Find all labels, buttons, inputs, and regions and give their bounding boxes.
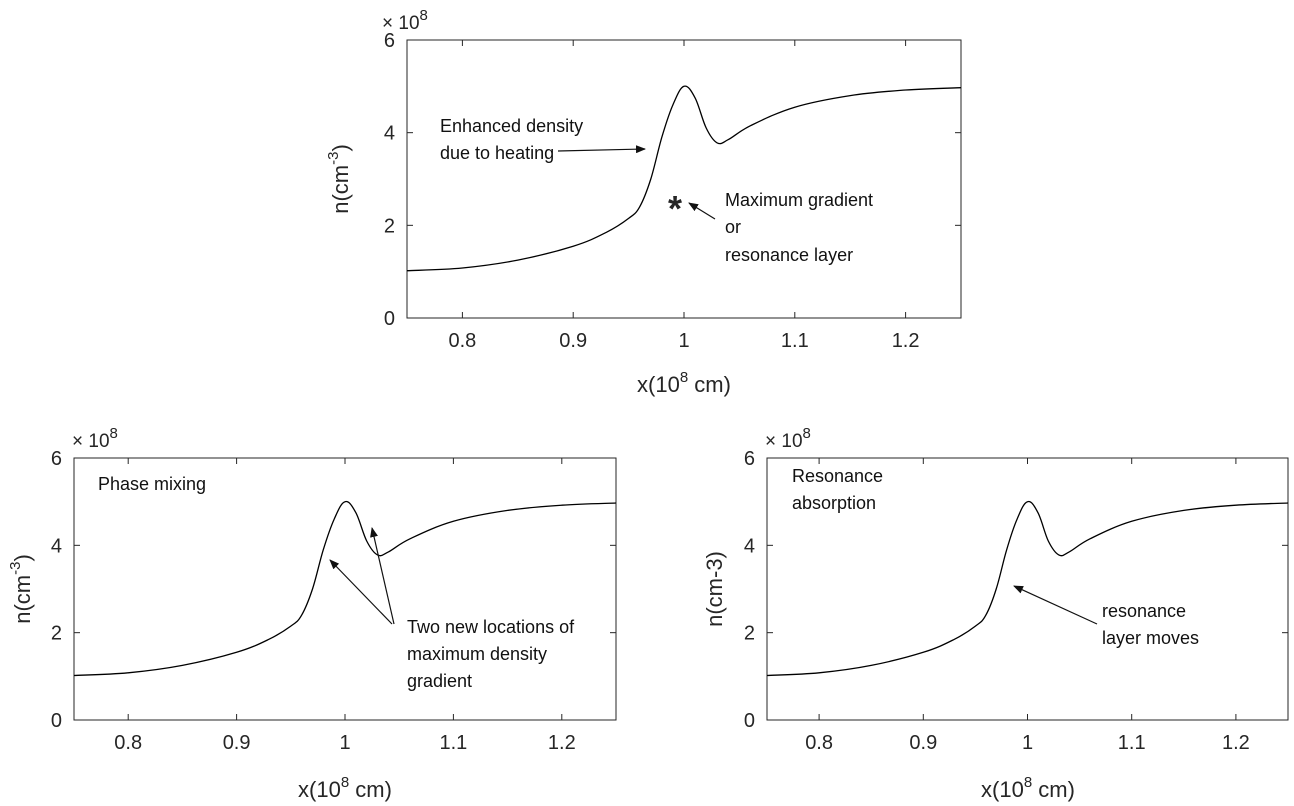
y-tick-label: 2: [51, 623, 62, 645]
y-tick-label: 6: [51, 448, 62, 470]
x-tick-label: 0.8: [805, 732, 833, 754]
x-tick-labels: 0.8 0.9 1 1.1 1.2: [114, 732, 575, 754]
x-tick-labels: 0.8 0.9 1 1.1 1.2: [805, 732, 1250, 754]
x-tick-label: 1.2: [892, 330, 920, 352]
x-tick-label: 1.2: [548, 732, 576, 754]
annotation-resonance-line1: Resonance: [792, 466, 883, 486]
annotation-layer-moves-line2: layer moves: [1102, 628, 1199, 648]
density-curve: [766, 500, 1289, 677]
y-tick-label: 4: [384, 123, 395, 145]
panel-bottom-right: 0.8 0.9 1 1.1 1.2 0 2 4 6 × 108 x(108 cm) n(cm-…: [702, 425, 1289, 802]
y-tick-label: 0: [51, 710, 62, 732]
y-axis-label: n(cm-3): [7, 554, 35, 624]
x-tick-label: 0.9: [909, 732, 937, 754]
x-axis-label: x(108 cm): [981, 774, 1075, 802]
y-tick-labels: 0 2 4 6: [744, 448, 755, 732]
annotation-max-gradient-line3: resonance layer: [725, 245, 853, 265]
y-tick-label: 2: [744, 623, 755, 645]
x-tick-label: 1.1: [1118, 732, 1146, 754]
resonance-star-marker: *: [668, 188, 682, 229]
x-tick-label: 0.9: [223, 732, 251, 754]
y-tick-label: 4: [51, 535, 62, 557]
annotation-resonance-line2: absorption: [792, 493, 876, 513]
y-tick-labels: 0 2 4 6: [51, 448, 62, 732]
x-tick-label: 1.2: [1222, 732, 1250, 754]
plot-area: [73, 457, 617, 721]
annotation-gradient-line2: maximum density: [407, 644, 547, 664]
x-tick-label: 1: [1022, 732, 1033, 754]
annotation-max-gradient-line2: or: [725, 217, 741, 237]
x-tick-label: 1.1: [781, 330, 809, 352]
y-tick-label: 2: [384, 215, 395, 237]
plot-area: [406, 39, 962, 319]
x-tick-label: 1: [339, 732, 350, 754]
tick-marks: [767, 457, 1288, 721]
annotation-gradient-line1: Two new locations of: [407, 617, 575, 637]
annotation-phase-mixing: Phase mixing: [98, 474, 206, 494]
annotation-layer-moves-line1: resonance: [1102, 601, 1186, 621]
x-tick-label: 0.8: [448, 330, 476, 352]
tick-marks: [407, 39, 961, 319]
y-multiplier: × 108: [765, 425, 811, 452]
y-multiplier: × 108: [382, 7, 428, 34]
x-axis-label: x(108 cm): [637, 369, 731, 397]
arrow-max-gradient: [688, 202, 716, 220]
annotation-gradient-line3: gradient: [407, 671, 472, 691]
arrow-gradient-1: [329, 559, 393, 625]
y-tick-label: 0: [384, 308, 395, 330]
panel-top: 0.8 0.9 1 1.1 1.2 0 2 4 6 × 108 x(108 cm) n(cm-…: [325, 7, 962, 397]
arrow-gradient-2: [370, 527, 395, 625]
arrow-heating: [557, 145, 646, 154]
arrow-resonance-layer: [1013, 585, 1098, 625]
x-tick-label: 1.1: [439, 732, 467, 754]
x-tick-label: 0.8: [114, 732, 142, 754]
annotation-max-gradient-line1: Maximum gradient: [725, 190, 873, 210]
density-curve: [406, 85, 962, 272]
y-tick-label: 0: [744, 710, 755, 732]
x-tick-label: 0.9: [559, 330, 587, 352]
annotation-heating-line1: Enhanced density: [440, 116, 583, 136]
y-axis-label: n(cm-3): [325, 144, 353, 214]
y-tick-label: 4: [744, 535, 755, 557]
y-tick-label: 6: [744, 448, 755, 470]
y-tick-label: 6: [384, 30, 395, 52]
x-axis-label: x(108 cm): [298, 774, 392, 802]
y-tick-labels: 0 2 4 6: [384, 30, 395, 330]
tick-marks: [74, 457, 616, 721]
x-tick-label: 1: [678, 330, 689, 352]
density-curve: [73, 500, 617, 677]
y-axis-label: n(cm-3): [702, 551, 727, 627]
y-multiplier: × 108: [72, 425, 118, 452]
x-tick-labels: 0.8 0.9 1 1.1 1.2: [448, 330, 919, 352]
panel-bottom-left: 0.8 0.9 1 1.1 1.2 0 2 4 6 × 108 x(108 cm) n(cm-…: [7, 425, 617, 802]
annotation-heating-line2: due to heating: [440, 143, 554, 163]
